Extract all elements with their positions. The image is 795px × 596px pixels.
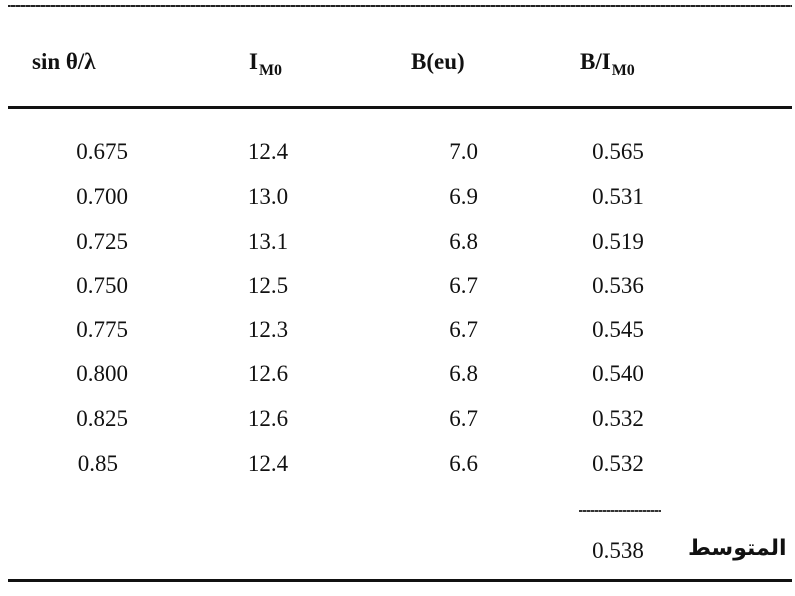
cell-sin-theta: 0.825 [76, 406, 128, 431]
cell-b-eu: 6.8 [449, 229, 478, 254]
header-ratio-subscript: M0 [611, 62, 635, 79]
header-ratio: B/IM0 [580, 49, 635, 79]
cell-ratio: 0.532 [592, 451, 644, 476]
cell-ratio: 0.536 [592, 273, 644, 298]
cell-sin-theta: 0.800 [76, 361, 128, 386]
cell-sin-theta: 0.675 [76, 139, 128, 164]
cell-intensity: 12.4 [247, 451, 289, 476]
cell-intensity: 13.1 [247, 229, 289, 254]
header-rule [8, 106, 792, 109]
header-sin-theta-lambda: sin θ/λ [32, 49, 96, 74]
cell-intensity: 13.0 [247, 184, 289, 209]
cell-b-eu: 6.6 [449, 451, 478, 476]
cell-b-eu: 6.7 [449, 317, 478, 342]
cell-ratio: 0.545 [592, 317, 644, 342]
header-b-eu: B(eu) [411, 49, 465, 74]
cell-intensity: 12.3 [247, 317, 289, 342]
cell-intensity: 12.4 [247, 139, 289, 164]
cell-intensity: 12.6 [247, 406, 289, 431]
table-bottom-rule [8, 579, 792, 582]
cell-b-eu: 6.7 [449, 273, 478, 298]
cell-sin-theta: 0.750 [76, 273, 128, 298]
average-separator-rule [579, 510, 661, 512]
header-ratio-main: B/I [580, 49, 611, 74]
header-intensity-subscript: M0 [258, 62, 283, 79]
cell-ratio: 0.519 [592, 229, 644, 254]
average-value: 0.538 [592, 538, 644, 563]
table-top-rule [8, 5, 792, 7]
cell-b-eu: 6.8 [449, 361, 478, 386]
header-intensity-main: I [249, 49, 258, 74]
cell-b-eu: 7.0 [449, 139, 478, 164]
cell-ratio: 0.540 [592, 361, 644, 386]
cell-intensity: 12.5 [247, 273, 289, 298]
cell-sin-theta: 0.85 [77, 451, 118, 476]
header-intensity: IM0 [249, 49, 282, 79]
cell-sin-theta: 0.725 [76, 229, 128, 254]
cell-ratio: 0.565 [592, 139, 644, 164]
cell-sin-theta: 0.700 [76, 184, 128, 209]
cell-intensity: 12.6 [247, 361, 289, 386]
cell-b-eu: 6.7 [449, 406, 478, 431]
cell-ratio: 0.532 [592, 406, 644, 431]
cell-sin-theta: 0.775 [76, 317, 128, 342]
cell-b-eu: 6.9 [449, 184, 478, 209]
cell-ratio: 0.531 [592, 184, 644, 209]
average-label: المتوسط [688, 536, 787, 561]
